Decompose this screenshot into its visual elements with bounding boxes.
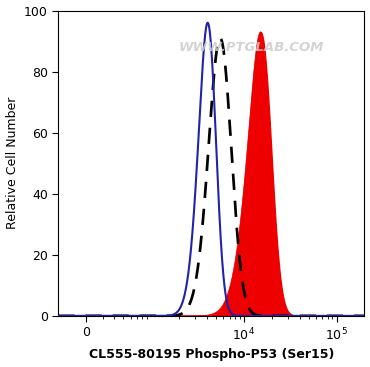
Text: WWW.PTGLAB.COM: WWW.PTGLAB.COM	[178, 41, 324, 54]
Y-axis label: Relative Cell Number: Relative Cell Number	[6, 97, 18, 229]
X-axis label: CL555-80195 Phospho-P53 (Ser15): CL555-80195 Phospho-P53 (Ser15)	[89, 348, 334, 361]
